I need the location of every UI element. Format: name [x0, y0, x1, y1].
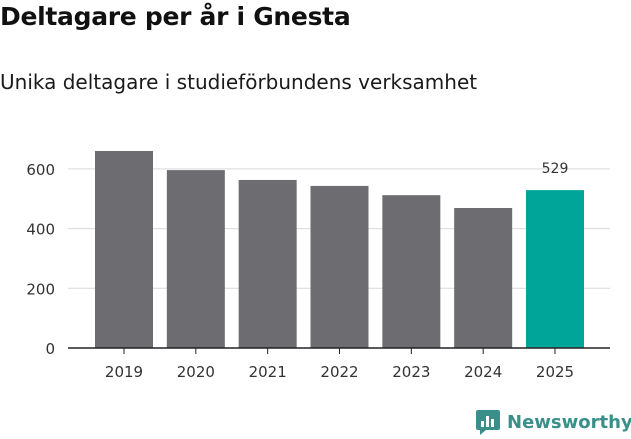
x-tick-label: 2020 [177, 363, 215, 381]
bar [310, 185, 369, 348]
x-tick-label: 2023 [392, 363, 430, 381]
y-tick-label: 200 [26, 280, 55, 298]
y-tick-label: 600 [26, 161, 55, 179]
x-tick-label: 2019 [105, 363, 143, 381]
x-tick-label: 2024 [464, 363, 502, 381]
bar [454, 208, 513, 348]
x-tick-label: 2022 [320, 363, 358, 381]
brand-name: Newsworthy [507, 411, 631, 433]
bar [238, 179, 297, 348]
x-tick-label: 2025 [536, 363, 574, 381]
bar [382, 195, 441, 348]
data-label: 529 [542, 161, 569, 177]
bar [95, 151, 153, 348]
y-tick-label: 0 [45, 340, 55, 358]
bar [166, 170, 225, 348]
newsworthy-logo-icon [476, 410, 500, 435]
y-tick-label: 400 [26, 221, 55, 239]
x-tick-label: 2021 [249, 363, 287, 381]
brand-logo: Newsworthy [475, 406, 631, 438]
chart-title: Deltagare per år i Gnesta [0, 2, 351, 31]
bar [526, 190, 584, 348]
chart-subtitle: Unika deltagare i studieförbundens verks… [0, 70, 478, 94]
bar-chart: 0 200 400 600 2019 2020 2021 2022 2023 2024 2025 52… [26, 151, 610, 381]
